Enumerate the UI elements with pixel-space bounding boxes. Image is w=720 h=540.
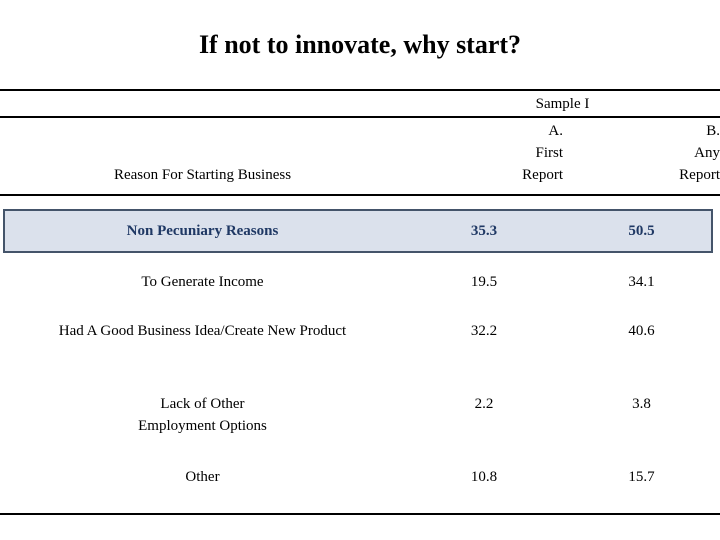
table-row-business-idea: Had A Good Business Idea/Create New Prod… xyxy=(0,302,720,360)
sample-header-row: Sample I xyxy=(0,90,720,117)
highlight-box xyxy=(3,209,713,253)
column-header-a: A. First Report xyxy=(405,117,563,195)
row-value-a: 2.2 xyxy=(474,396,494,412)
table-row-lack-employment: Lack of Other Employment Options 2.2 3.8 xyxy=(0,393,720,437)
row-label: Had A Good Business Idea/Create New Prod… xyxy=(58,323,347,339)
sample-header-spacer xyxy=(0,90,405,117)
row-label-line-2: Employment Options xyxy=(138,418,267,434)
rule-table-bottom xyxy=(0,513,720,515)
column-header-b-letter: B. xyxy=(706,123,720,139)
row-label: Non Pecuniary Reasons xyxy=(126,223,279,239)
slide-title: If not to innovate, why start? xyxy=(198,30,522,59)
column-header-a-word: First xyxy=(535,145,563,161)
column-header-a-report: Report xyxy=(522,167,563,183)
row-value-a: 35.3 xyxy=(470,223,498,239)
row-label: Other xyxy=(185,469,220,485)
sample-header: Sample I xyxy=(535,95,590,112)
table-row-other: Other 10.8 15.7 xyxy=(0,455,720,499)
row-header-label: Reason For Starting Business xyxy=(113,167,292,183)
column-header-b: B. Any Report xyxy=(563,117,720,195)
table-row-generate-income: To Generate Income 19.5 34.1 xyxy=(0,253,720,311)
column-header-row: Reason For Starting Business A. First Re… xyxy=(0,117,720,195)
row-value-b: 34.1 xyxy=(628,274,655,290)
row-value-a: 10.8 xyxy=(470,469,498,485)
row-value-b: 3.8 xyxy=(632,396,651,412)
row-value-b: 15.7 xyxy=(628,469,655,485)
row-value-b: 50.5 xyxy=(628,223,655,239)
rule-below-column-headers xyxy=(0,194,720,196)
row-label: To Generate Income xyxy=(141,274,264,290)
table-row-non-pecuniary: Non Pecuniary Reasons 35.3 50.5 xyxy=(0,209,720,253)
row-label: Lack of Other Employment Options xyxy=(0,393,405,437)
rule-above-sample-header xyxy=(0,89,720,91)
rule-below-sample-header xyxy=(0,116,720,118)
column-header-a-letter: A. xyxy=(548,123,563,139)
column-header-b-report: Report xyxy=(679,167,720,183)
row-label-line-1: Lack of Other xyxy=(160,396,245,412)
column-header-b-word: Any xyxy=(694,145,720,161)
row-value-b: 40.6 xyxy=(628,323,655,339)
row-value-a: 19.5 xyxy=(470,274,498,290)
row-value-a: 32.2 xyxy=(470,323,498,339)
